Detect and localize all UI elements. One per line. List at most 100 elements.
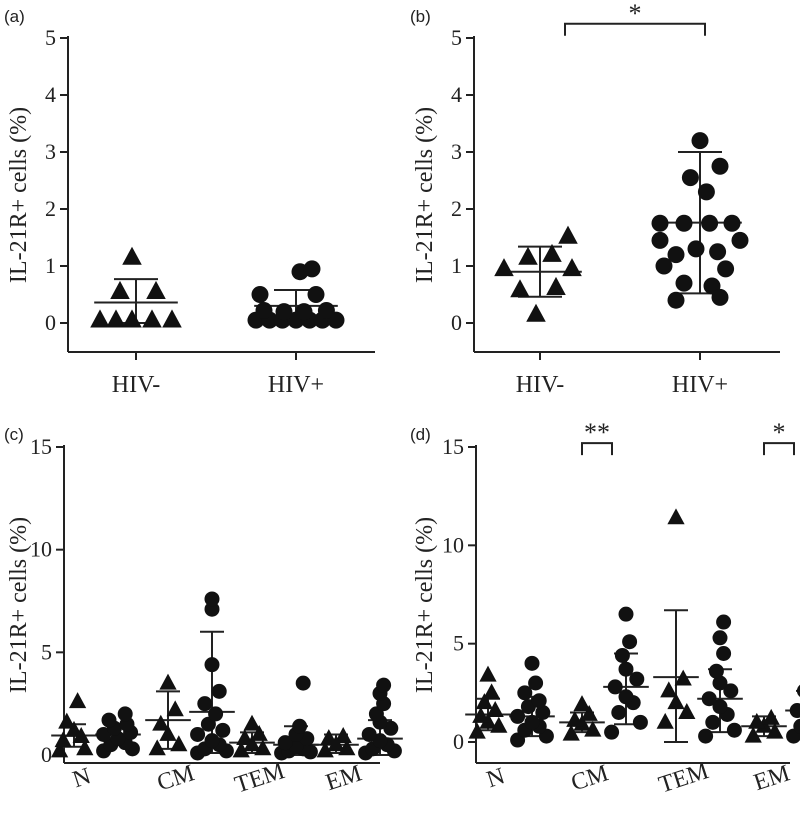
data-point-triangle: [159, 673, 177, 690]
data-point-triangle: [475, 693, 494, 710]
y-tick-label: 2: [451, 196, 462, 221]
data-point-triangle: [254, 739, 272, 756]
data-point-triangle: [90, 309, 110, 328]
data-point-triangle: [526, 303, 546, 322]
data-point-circle: [215, 722, 231, 738]
data-point-triangle: [58, 712, 76, 729]
data-point-triangle: [236, 729, 254, 746]
x-tick-label: N: [70, 763, 95, 793]
data-point-triangle: [482, 683, 501, 700]
data-point-triangle: [106, 309, 126, 328]
y-tick-label: 15: [442, 434, 464, 459]
data-point-circle: [698, 728, 714, 744]
data-point-circle: [197, 696, 213, 712]
data-point-circle: [796, 684, 800, 697]
data-point-triangle: [232, 741, 250, 758]
data-point-triangle: [486, 701, 504, 718]
significance-bracket: [763, 442, 795, 456]
data-point-circle: [524, 714, 540, 730]
data-point-circle: [793, 718, 800, 734]
data-point-circle: [618, 606, 634, 622]
y-tick-label: 10: [30, 537, 52, 562]
data-point-triangle: [667, 508, 685, 525]
data-point-triangle: [674, 669, 692, 686]
x-tick-label: EM: [751, 760, 793, 796]
significance-label: **: [584, 418, 610, 447]
y-axis-label: IL-21R+ cells (%): [412, 517, 438, 693]
data-point-circle: [731, 231, 749, 249]
panel-b: (b) 0 1 2 3 4 5 IL-21R+ cells (%) HIV- HIV+ *: [410, 0, 780, 398]
x-tick-label: HIV-: [516, 372, 564, 398]
data-point-triangle: [152, 714, 170, 731]
panel-c: (c) 0 5 10 15 IL-21R+ cells (%) N CM TEM EM: [4, 425, 403, 799]
panel-label: (d): [410, 425, 431, 444]
data-point-circle: [629, 671, 645, 687]
y-tick-label: 5: [45, 25, 56, 50]
data-point-triangle: [762, 708, 780, 725]
data-point-circle: [611, 705, 627, 720]
data-point-circle: [204, 601, 220, 617]
y-tick-label: 4: [45, 82, 56, 107]
data-point-circle: [716, 646, 732, 661]
data-point-circle: [701, 691, 717, 707]
data-point-triangle: [50, 741, 69, 758]
data-point-circle: [510, 708, 526, 724]
data-point-triangle: [510, 279, 530, 298]
data-point-triangle: [562, 258, 582, 277]
y-tick-label: 1: [45, 253, 56, 278]
data-point-triangle: [110, 280, 130, 299]
data-point-circle: [723, 214, 741, 232]
significance-bracket: [564, 22, 706, 36]
y-tick-label: 5: [453, 631, 464, 656]
data-point-circle: [697, 183, 715, 201]
significance-label: *: [773, 418, 786, 447]
data-point-triangle: [660, 681, 678, 698]
y-tick-label: 0: [45, 310, 56, 335]
y-tick-label: 4: [451, 82, 462, 107]
data-point-circle: [211, 683, 227, 699]
data-point-circle: [655, 257, 673, 275]
data-point-triangle: [744, 726, 762, 743]
y-axis-label: IL-21R+ cells (%): [6, 517, 32, 693]
data-point-triangle: [678, 703, 696, 719]
data-point-triangle: [170, 735, 188, 752]
data-point-circle: [675, 214, 693, 232]
data-point-circle: [524, 655, 540, 671]
data-point-triangle: [338, 739, 356, 756]
data-point-circle: [723, 683, 739, 699]
significance-label: *: [629, 0, 642, 28]
data-point-triangle: [122, 246, 142, 265]
data-point-circle: [317, 301, 335, 319]
data-point-circle: [376, 677, 392, 693]
data-point-triangle: [558, 225, 578, 244]
x-tick-label: EM: [323, 760, 365, 796]
data-point-triangle: [68, 692, 87, 709]
data-point-circle: [292, 718, 308, 734]
data-point-circle: [651, 214, 669, 232]
data-point-circle: [675, 274, 693, 292]
data-point-circle: [716, 614, 732, 630]
data-point-circle: [712, 675, 728, 691]
data-point-triangle: [250, 724, 268, 741]
data-point-circle: [618, 689, 634, 705]
x-tick-label: TEM: [232, 758, 288, 798]
data-point-triangle: [468, 722, 486, 739]
data-point-circle: [711, 157, 729, 175]
y-tick-label: 5: [41, 639, 52, 664]
data-point-circle: [535, 705, 551, 720]
data-point-circle: [607, 679, 623, 695]
panel-label: (b): [410, 7, 431, 26]
data-point-triangle: [518, 246, 538, 265]
data-point-circle: [275, 303, 293, 321]
data-point-triangle: [148, 739, 166, 756]
data-point-circle: [705, 714, 721, 730]
data-point-circle: [277, 735, 293, 751]
data-point-triangle: [580, 704, 598, 721]
data-point-circle: [717, 260, 735, 278]
data-point-triangle: [546, 276, 566, 295]
data-point-triangle: [584, 720, 602, 737]
x-tick-label: HIV-: [112, 372, 160, 398]
y-tick-label: 0: [453, 729, 464, 754]
